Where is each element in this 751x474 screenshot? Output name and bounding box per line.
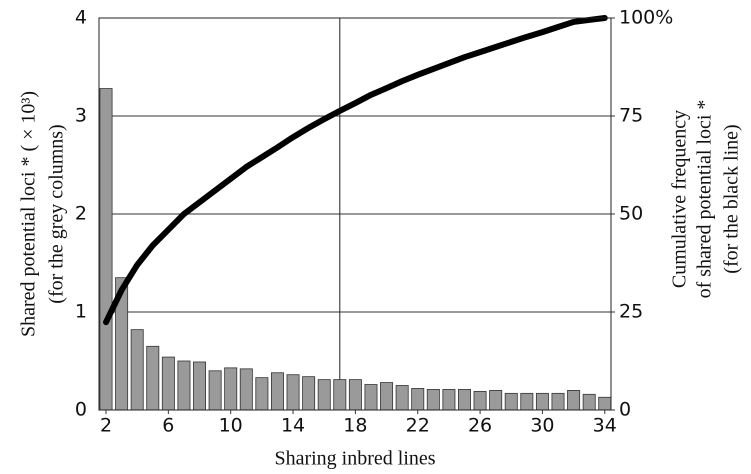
y-tick-label: 1 xyxy=(75,301,87,323)
bar xyxy=(208,370,222,411)
bar xyxy=(348,379,362,411)
bar xyxy=(333,379,347,411)
x-tick-label: 22 xyxy=(406,415,430,437)
bar xyxy=(520,392,534,411)
x-axis-label: Sharing inbred lines xyxy=(274,448,435,470)
x-tick-label: 10 xyxy=(219,415,243,437)
bar xyxy=(177,360,191,411)
y-tick-label: 3 xyxy=(75,105,87,127)
bar xyxy=(395,385,409,411)
y-tick-label: 0 xyxy=(75,399,87,421)
bar xyxy=(426,389,440,411)
x-tick-label: 6 xyxy=(162,415,174,437)
cumulative-line xyxy=(103,15,608,326)
bar xyxy=(458,389,471,411)
bar xyxy=(598,396,612,411)
y-tick-label: 2 xyxy=(75,203,87,225)
bar xyxy=(286,374,300,411)
bar xyxy=(567,389,581,411)
bar xyxy=(473,390,487,411)
x-tick-label: 26 xyxy=(468,415,492,437)
y-tick-label: 4 xyxy=(75,7,87,29)
bar xyxy=(99,88,113,411)
y2-tick-label: 75 xyxy=(619,105,643,127)
x-tick-label: 14 xyxy=(281,415,305,437)
y2-axis-label: of shared potential loci * xyxy=(694,100,716,299)
x-tick-label: 30 xyxy=(530,415,554,437)
y2-axis-label: Cumulative frequency xyxy=(669,110,691,288)
bar xyxy=(582,393,596,411)
bar xyxy=(255,377,269,411)
bar xyxy=(535,392,549,411)
bar xyxy=(411,388,425,411)
x-tick-label: 2 xyxy=(100,415,112,437)
bar xyxy=(161,356,175,411)
bar xyxy=(504,392,518,411)
bar xyxy=(270,372,284,411)
bar xyxy=(364,384,378,411)
y2-tick-label: 100% xyxy=(619,7,673,29)
x-tick-label: 34 xyxy=(593,415,617,437)
bar xyxy=(442,389,456,411)
y2-tick-label: 50 xyxy=(619,203,643,225)
bar xyxy=(130,329,144,411)
y-axis-label: (for the grey columns) xyxy=(46,124,68,303)
bar xyxy=(146,345,160,411)
y2-tick-label: 0 xyxy=(619,399,631,421)
bar xyxy=(489,389,503,411)
x-tick-label: 18 xyxy=(343,415,367,437)
bar xyxy=(239,368,253,411)
bar xyxy=(224,367,238,411)
bar xyxy=(380,382,394,411)
bar xyxy=(551,392,565,411)
bar xyxy=(193,361,207,411)
y-axis-label: Shared potential loci * ( × 10³) xyxy=(18,91,40,337)
y2-axis-label: (for the black line) xyxy=(721,124,743,273)
y2-tick-label: 25 xyxy=(619,301,643,323)
bar xyxy=(317,379,331,411)
bar xyxy=(302,376,316,411)
